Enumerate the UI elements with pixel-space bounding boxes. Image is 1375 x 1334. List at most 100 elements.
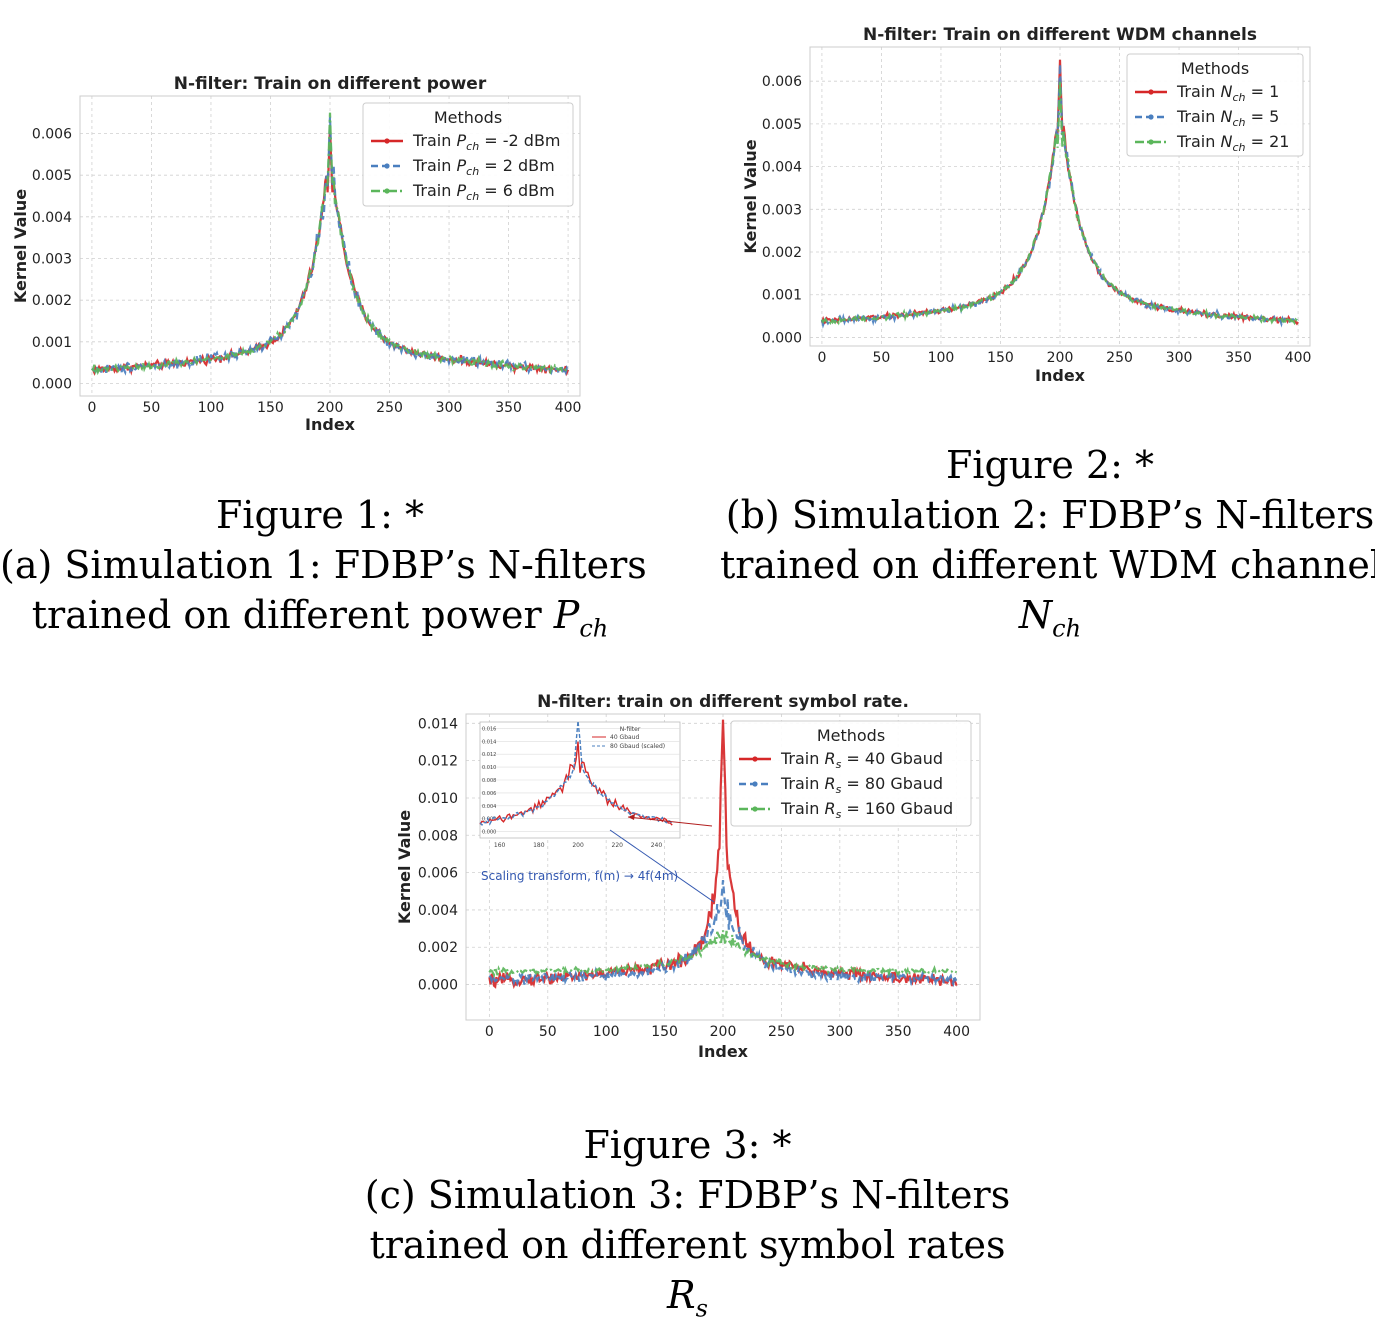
caption-1-line2: trained on different power Pch	[31, 593, 609, 643]
y-tick-label: 0.006	[32, 127, 72, 143]
caption-figure-1: Figure 1: * (a) Simulation 1: FDBP’s N-f…	[0, 490, 647, 654]
caption-2-line2: trained on different WDM channels	[720, 543, 1375, 587]
y-tick-label: 0.006	[762, 74, 802, 90]
x-tick-label: 400	[555, 400, 582, 416]
legend-label: Train Pch = 6 dBm	[412, 181, 555, 203]
chart-title: N-filter: Train on different WDM channel…	[863, 25, 1257, 45]
figure-canvas: 0 50 100 150 200 250 300 350 400 0.000 0.001 0.002 0…	[11, 25, 1311, 1061]
legend-label: Train Rs = 40 Gbaud	[780, 749, 943, 771]
series-line-blue	[488, 880, 958, 988]
legend-title: Methods	[817, 726, 885, 745]
x-tick-label: 150	[987, 350, 1014, 366]
legend-title: Methods	[434, 108, 502, 127]
series-line-green	[488, 930, 958, 979]
inset-x-tick-label: 180	[533, 842, 545, 849]
chart-title: N-filter: Train on different power	[174, 74, 487, 94]
x-axis-label: Index	[698, 1042, 749, 1061]
x-tick-label: 150	[257, 400, 284, 416]
series-line-green	[820, 81, 1299, 326]
x-tick-label: 400	[1285, 350, 1312, 366]
caption-3-line3: Rs	[667, 1273, 708, 1323]
y-tick-label: 0.010	[418, 791, 458, 807]
series-line-green	[91, 112, 569, 376]
inset-arrow-blue	[609, 829, 715, 903]
chart-2: 0 50 100 150 200 250 300 350 400 0.000 0.001 0.002 0…	[741, 25, 1311, 385]
legend-box	[362, 102, 574, 207]
x-tick-label: 250	[768, 1024, 795, 1040]
x-tick-label: 350	[885, 1024, 912, 1040]
y-tick-label: 0.004	[418, 903, 458, 919]
x-tick-label: 200	[1047, 350, 1074, 366]
caption-3-line1: (c) Simulation 3: FDBP’s N-filters	[364, 1173, 1011, 1217]
y-tick-label: 0.012	[418, 754, 458, 770]
caption-figure-2: Figure 2: * (b) Simulation 2: FDBP’s N-f…	[720, 440, 1375, 654]
legend-marker	[1148, 114, 1154, 120]
x-axis-label: Index	[305, 415, 356, 434]
legend-marker	[752, 756, 758, 762]
y-tick-label: 0.000	[418, 978, 458, 994]
inset-annotation: Scaling transform, f(m) → 4f(4m)	[481, 869, 678, 883]
x-tick-label: 400	[943, 1024, 970, 1040]
inset-y-tick-label: 0.012	[482, 752, 496, 758]
x-tick-label: 200	[317, 400, 344, 416]
legend-box	[730, 720, 972, 827]
legend-label: Train Rs = 80 Gbaud	[780, 774, 943, 796]
x-tick-label: 350	[1225, 350, 1252, 366]
x-axis-label: Index	[1035, 366, 1086, 385]
inset-chart: 0.0000.0020.0040.0060.0080.0100.0120.014…	[479, 721, 681, 849]
legend: Methods Train Nch = 1 Train Nch = 5 Train N…	[1126, 53, 1304, 157]
legend-label: Train Pch = 2 dBm	[412, 156, 555, 178]
plot-frame	[79, 95, 581, 397]
y-tick-label: 0.004	[762, 160, 802, 176]
inset-y-tick-label: 0.016	[482, 726, 496, 732]
x-tick-label: 50	[143, 400, 161, 416]
inset-arrow-red-head	[628, 814, 635, 820]
caption-1-line1: (a) Simulation 1: FDBP’s N-filters	[0, 543, 647, 587]
x-tick-label: 0	[485, 1024, 494, 1040]
legend-marker	[384, 163, 390, 169]
x-tick-label: 350	[495, 400, 522, 416]
inset-x-tick-label: 220	[612, 842, 624, 849]
x-tick-label: 200	[710, 1024, 737, 1040]
inset-x-tick-label: 240	[651, 842, 663, 849]
y-tick-label: 0.003	[32, 252, 72, 268]
x-tick-label: 100	[198, 400, 225, 416]
caption-2-label: Figure 2: *	[945, 443, 1155, 487]
y-tick-label: 0.014	[418, 716, 458, 732]
caption-3-line2: trained on different symbol rates	[369, 1223, 1006, 1267]
legend-label: Train Nch = 5	[1176, 107, 1279, 129]
y-tick-label: 0.000	[32, 377, 72, 393]
caption-figure-3: Figure 3: * (c) Simulation 3: FDBP’s N-f…	[350, 1120, 1025, 1334]
y-axis-label: Kernel Value	[11, 189, 30, 303]
inset-x-tick-label: 200	[572, 842, 584, 849]
legend-marker	[1148, 89, 1154, 95]
y-axis-label: Kernel Value	[395, 810, 414, 924]
y-tick-label: 0.005	[32, 168, 72, 184]
chart-1: 0 50 100 150 200 250 300 350 400 0.000 0.001 0.002 0…	[11, 74, 581, 434]
legend: Methods Train Rs = 40 Gbaud Train Rs = 80 …	[730, 720, 972, 827]
legend-marker	[1148, 139, 1154, 145]
legend-box	[1126, 53, 1304, 157]
x-tick-label: 300	[436, 400, 463, 416]
legend-title: Methods	[1181, 59, 1249, 78]
legend-marker	[384, 138, 390, 144]
caption-1-label: Figure 1: *	[215, 493, 425, 537]
caption-3-label: Figure 3: *	[583, 1123, 792, 1167]
x-tick-label: 250	[376, 400, 403, 416]
y-tick-label: 0.008	[418, 828, 458, 844]
y-tick-label: 0.002	[418, 940, 458, 956]
y-tick-label: 0.003	[762, 202, 802, 218]
chart-3: 0 50 100 150 200 250 300 350 400 0.000 0.002 0.004 0…	[395, 692, 981, 1061]
inset-y-tick-label: 0.008	[482, 778, 496, 784]
inset-title: N-filter	[620, 726, 641, 733]
caption-2-line3: Nch	[1018, 593, 1082, 643]
inset-y-tick-label: 0.004	[482, 804, 496, 810]
inset-x-tick-label: 160	[494, 842, 506, 849]
plot-frame	[809, 46, 1311, 347]
x-tick-label: 100	[593, 1024, 620, 1040]
legend-label: Train Pch = -2 dBm	[412, 131, 561, 153]
x-tick-label: 100	[928, 350, 955, 366]
legend-label: Train Nch = 1	[1176, 82, 1279, 104]
y-tick-label: 0.002	[32, 293, 72, 309]
y-tick-label: 0.001	[32, 335, 72, 351]
